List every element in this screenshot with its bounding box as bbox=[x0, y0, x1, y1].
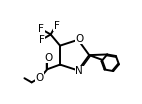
Text: O: O bbox=[75, 34, 83, 44]
Text: F: F bbox=[54, 21, 59, 31]
Text: F: F bbox=[38, 24, 44, 34]
Text: O: O bbox=[36, 73, 44, 83]
Text: F: F bbox=[39, 35, 44, 45]
Text: O: O bbox=[45, 53, 53, 63]
Text: N: N bbox=[75, 66, 83, 76]
